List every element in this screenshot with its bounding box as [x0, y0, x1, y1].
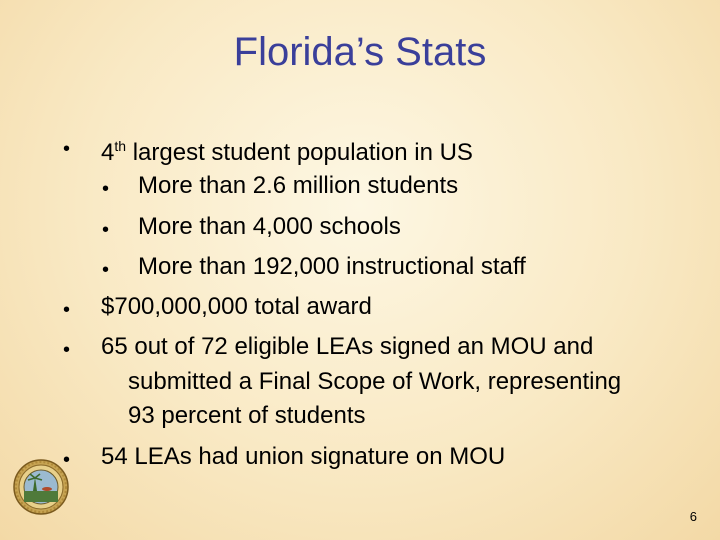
florida-seal-logo [13, 459, 69, 515]
slide-title: Florida’s Stats [233, 30, 487, 74]
bullet-1-superscript: th [114, 138, 127, 154]
sub-bullet-2: More than 4,000 schools [138, 213, 401, 240]
sub-bullet-1: More than 2.6 million students [138, 172, 459, 199]
bullet-3-line-2: submitted a Final Scope of Work, represe… [128, 368, 622, 395]
bullet-marker: • [63, 339, 71, 361]
bullet-4: 54 LEAs had union signature on MOU [101, 443, 506, 470]
sub-bullet-3: More than 192,000 instructional staff [138, 253, 526, 280]
bullet-marker: • [63, 138, 71, 160]
bullet-2: $700,000,000 total award [101, 293, 372, 320]
bullet-1-number: 4 [101, 139, 115, 166]
page-number: 6 [689, 509, 697, 524]
bullet-3-line-3: 93 percent of students [128, 402, 366, 429]
bullet-3-line-1: 65 out of 72 eligible LEAs signed an MOU… [101, 333, 594, 360]
bullet-marker: • [63, 299, 71, 321]
sub-bullet-marker: • [102, 178, 110, 200]
bullet-marker: • [63, 449, 71, 471]
sub-bullet-marker: • [102, 259, 110, 281]
sub-bullet-marker: • [102, 219, 110, 241]
bullet-1-text: largest student population in US [126, 139, 473, 166]
bullet-1: 4th largest student population in US [101, 130, 473, 169]
